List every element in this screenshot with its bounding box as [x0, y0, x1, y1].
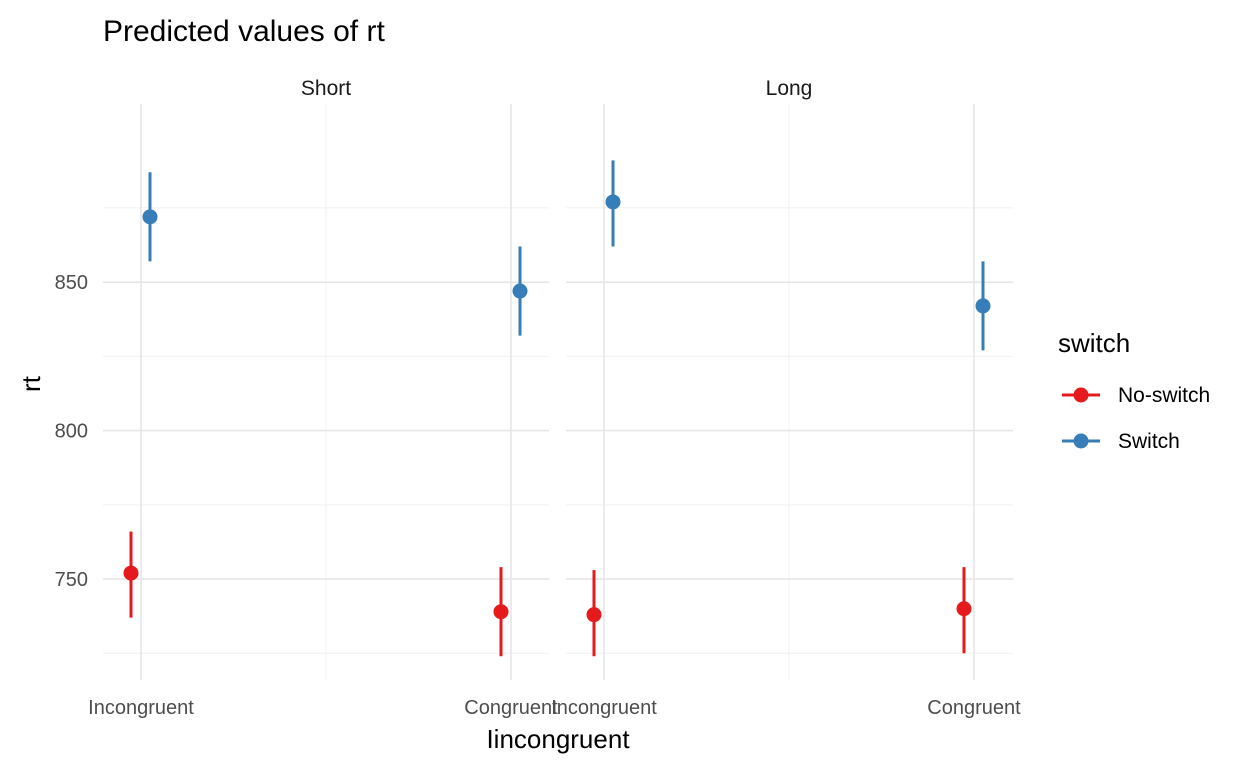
- grid-layer: [103, 104, 1013, 680]
- data-point: [586, 607, 602, 623]
- data-point: [975, 298, 991, 314]
- legend-key-point: [1073, 387, 1089, 403]
- data-point: [956, 601, 972, 617]
- facet-strip-label-short: Short: [301, 77, 351, 100]
- data-point: [493, 604, 509, 620]
- data-point: [123, 565, 139, 581]
- y-axis-title: rt: [16, 375, 46, 392]
- x-tick-label: Congruent: [927, 697, 1021, 719]
- legend-key-point: [1073, 433, 1089, 449]
- facet-strip-label-long: Long: [766, 77, 813, 100]
- legend-keys: [1062, 387, 1100, 449]
- legend-label-switch: Switch: [1118, 430, 1180, 453]
- data-point: [605, 194, 621, 210]
- x-tick-label: Incongruent: [88, 697, 194, 719]
- data-point: [512, 283, 528, 299]
- y-tick-label: 750: [55, 569, 88, 591]
- y-tick-label: 800: [55, 421, 88, 443]
- x-axis-title: Iincongruent: [486, 724, 630, 754]
- chart-title: Predicted values of rt: [103, 15, 385, 48]
- legend-title: switch: [1058, 328, 1130, 358]
- y-tick-label: 850: [55, 272, 88, 294]
- legend: switch No-switch Switch: [1058, 328, 1210, 453]
- y-axis-ticks: 750 800 850: [55, 272, 88, 591]
- legend-label-no-switch: No-switch: [1118, 384, 1210, 407]
- x-tick-label: Congruent: [464, 697, 558, 719]
- data-marks: [123, 160, 991, 657]
- data-point: [142, 209, 158, 225]
- x-tick-label: Incongruent: [551, 697, 657, 719]
